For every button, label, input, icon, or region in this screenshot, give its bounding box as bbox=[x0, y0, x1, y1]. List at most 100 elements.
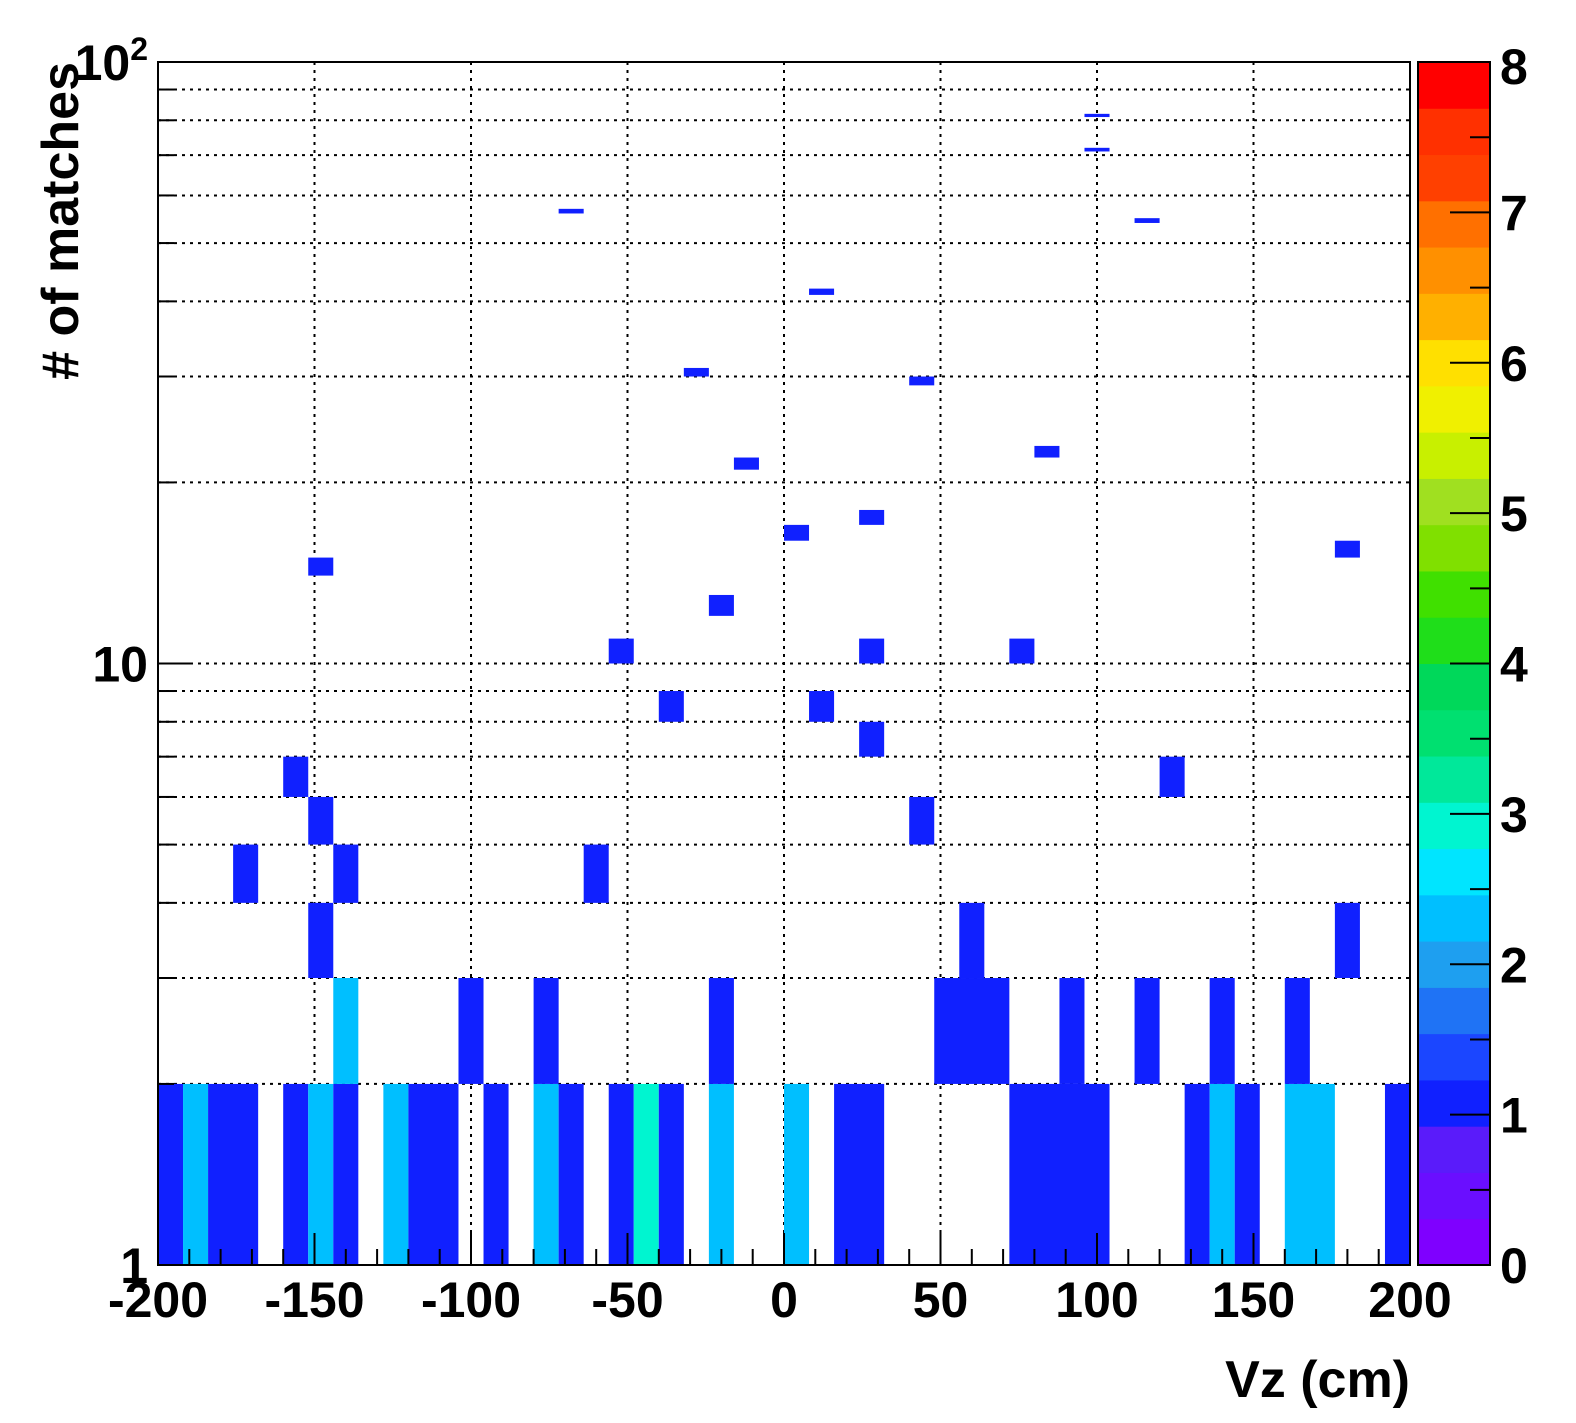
x-tick-label: 50 bbox=[913, 1272, 969, 1328]
x-tick-label: -200 bbox=[108, 1272, 208, 1328]
heatmap-cells bbox=[158, 113, 1410, 1265]
heatmap-cell bbox=[158, 1083, 184, 1265]
colorbar-segment bbox=[1418, 617, 1490, 664]
heatmap-cell bbox=[784, 1083, 810, 1265]
heatmap-cell bbox=[333, 844, 359, 903]
colorbar-tick-label: 3 bbox=[1500, 787, 1528, 843]
heatmap-cell bbox=[1084, 147, 1110, 152]
axis-ticks: -200 -150 -100 -50 0 50 100 150 200 1 10 102 bbox=[75, 31, 1452, 1328]
x-tick-label: 150 bbox=[1212, 1272, 1295, 1328]
heatmap-cell bbox=[1059, 978, 1085, 1084]
heatmap-cell bbox=[608, 1083, 634, 1265]
y-tick-label: 10 bbox=[92, 637, 148, 693]
colorbar-segment bbox=[1418, 62, 1490, 109]
heatmap-cell bbox=[784, 524, 810, 541]
x-tick-label: 100 bbox=[1055, 1272, 1138, 1328]
colorbar-segment bbox=[1418, 663, 1490, 711]
colorbar-tick-label: 1 bbox=[1500, 1088, 1528, 1144]
heatmap-cell bbox=[708, 1083, 734, 1265]
colorbar-segment bbox=[1418, 478, 1490, 526]
x-tick-label: -50 bbox=[591, 1272, 663, 1328]
heatmap-cell bbox=[1159, 756, 1185, 797]
heatmap-cell bbox=[1334, 902, 1360, 979]
colorbar-segment bbox=[1418, 1079, 1490, 1127]
heatmap-cell bbox=[658, 691, 684, 722]
heatmap-cell bbox=[959, 902, 985, 979]
colorbar-segment bbox=[1418, 848, 1490, 896]
colorbar-segment bbox=[1418, 247, 1490, 294]
y-axis-title: # of matches bbox=[32, 62, 90, 380]
heatmap-cell bbox=[558, 208, 584, 214]
heatmap-cell bbox=[909, 796, 935, 845]
heatmap-cell bbox=[809, 691, 835, 722]
heatmap-cell bbox=[1209, 978, 1235, 1084]
heatmap-cell bbox=[533, 978, 559, 1084]
colorbar-segment bbox=[1418, 987, 1490, 1035]
colorbar-tick-label: 5 bbox=[1500, 486, 1528, 542]
colorbar-tick-label: 7 bbox=[1500, 185, 1528, 241]
heatmap-cell bbox=[708, 978, 734, 1084]
colorbar-segment bbox=[1418, 154, 1490, 202]
colorbar-tick-label: 8 bbox=[1500, 39, 1528, 95]
x-axis-title: Vz (cm) bbox=[1225, 1351, 1410, 1409]
heatmap-cell bbox=[1234, 1083, 1260, 1265]
heatmap-cell bbox=[859, 638, 885, 664]
heatmap-cell bbox=[283, 756, 309, 797]
heatmap-cell bbox=[483, 1083, 509, 1265]
colorbar-segment bbox=[1418, 1033, 1490, 1081]
colorbar-tick-label: 4 bbox=[1500, 637, 1528, 693]
heatmap-cell bbox=[859, 509, 885, 525]
heatmap-cell bbox=[1134, 978, 1160, 1084]
colorbar-tick-label: 2 bbox=[1500, 937, 1528, 993]
heatmap-cell bbox=[333, 978, 359, 1084]
heatmap-cell bbox=[1184, 1083, 1210, 1265]
heatmap-cell bbox=[1009, 638, 1035, 664]
colorbar-segment bbox=[1418, 756, 1490, 803]
heatmap-cell bbox=[558, 1083, 584, 1265]
colorbar-tick-label: 6 bbox=[1500, 336, 1528, 392]
colorbar-segment bbox=[1418, 894, 1490, 942]
heatmap-cell bbox=[383, 1083, 409, 1265]
heatmap-cell bbox=[283, 1083, 309, 1265]
heatmap-cell bbox=[909, 376, 935, 386]
heatmap-cell bbox=[308, 1083, 334, 1265]
colorbar-segment bbox=[1418, 1218, 1490, 1266]
x-tick-label: -150 bbox=[264, 1272, 364, 1328]
heatmap-cell bbox=[183, 1083, 209, 1265]
colorbar-segment bbox=[1418, 108, 1490, 156]
heatmap-cell bbox=[809, 288, 835, 295]
colorbar-segment bbox=[1418, 709, 1490, 757]
heatmap-cell bbox=[633, 1083, 659, 1265]
colorbar-segment bbox=[1418, 1172, 1490, 1220]
heatmap-cell bbox=[1134, 218, 1160, 223]
colorbar-segment bbox=[1418, 432, 1490, 479]
heatmap-cell bbox=[208, 1083, 259, 1265]
heatmap-cell bbox=[658, 1083, 684, 1265]
heatmap-cell bbox=[708, 594, 734, 616]
x-tick-label: 200 bbox=[1368, 1272, 1451, 1328]
heatmap-cell bbox=[1209, 1083, 1235, 1265]
heatmap-cell bbox=[1284, 1083, 1335, 1265]
x-tick-label: 0 bbox=[770, 1272, 798, 1328]
heatmap-cell bbox=[233, 844, 259, 903]
colorbar-segment bbox=[1418, 570, 1490, 618]
colorbar-segment bbox=[1418, 385, 1490, 433]
heatmap-cell bbox=[1084, 113, 1110, 118]
heatmap-cell bbox=[533, 1083, 559, 1265]
colorbar: 0 1 2 3 4 5 6 7 8 bbox=[1417, 39, 1528, 1294]
heatmap-cell bbox=[834, 1083, 885, 1265]
heatmap-cell bbox=[308, 557, 334, 576]
heatmap-cell bbox=[934, 978, 1010, 1084]
heatmap-cell bbox=[583, 844, 609, 903]
heatmap-cell bbox=[1009, 1083, 1110, 1265]
heatmap-cell bbox=[683, 367, 709, 377]
colorbar-segment bbox=[1418, 200, 1490, 248]
heatmap-cell bbox=[408, 1083, 459, 1265]
x-tick-label: -100 bbox=[421, 1272, 521, 1328]
colorbar-segment bbox=[1418, 802, 1490, 850]
heatmap-cell bbox=[1384, 1083, 1410, 1265]
grid bbox=[158, 62, 1410, 1265]
heatmap-cell bbox=[1334, 540, 1360, 558]
